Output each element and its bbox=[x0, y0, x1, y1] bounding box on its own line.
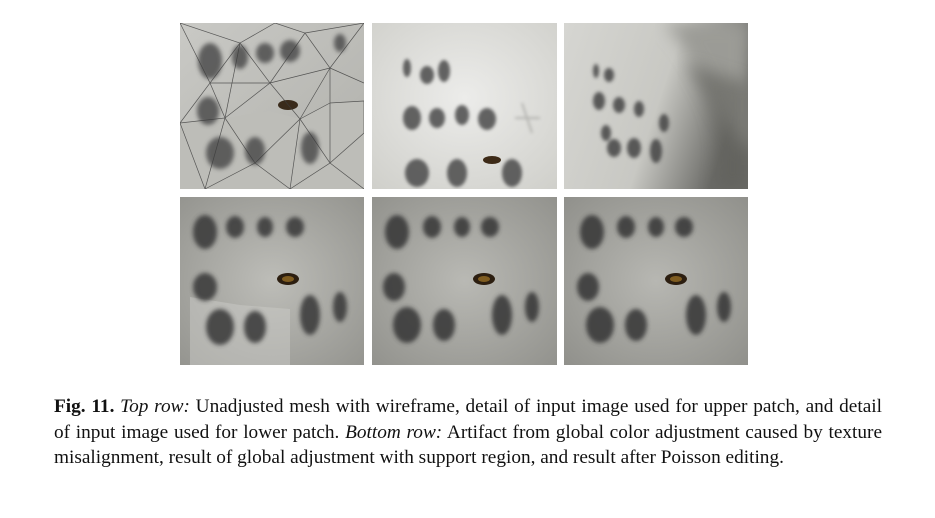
panel-input-lower-patch bbox=[564, 23, 748, 189]
figure-image-grid bbox=[180, 23, 748, 365]
bottom-row-description: Artifact from global color adjustment ca… bbox=[54, 421, 882, 469]
top-row-description: Unadjusted mesh with wireframe, detail o… bbox=[54, 396, 882, 443]
bottom-row-label: Bottom row: bbox=[345, 421, 443, 443]
panel-input-upper-patch bbox=[372, 23, 557, 189]
panel-wireframe-mesh bbox=[180, 23, 364, 189]
figure-label: Fig. 11. bbox=[54, 396, 115, 417]
figure-caption: Fig. 11. Top row: Unadjusted mesh with w… bbox=[54, 394, 882, 471]
panel-global-adjustment-support-region bbox=[372, 197, 557, 365]
panel-global-color-artifact bbox=[180, 197, 364, 365]
top-row-label: Top row: bbox=[120, 396, 190, 417]
panel-poisson-editing-result bbox=[564, 197, 748, 365]
